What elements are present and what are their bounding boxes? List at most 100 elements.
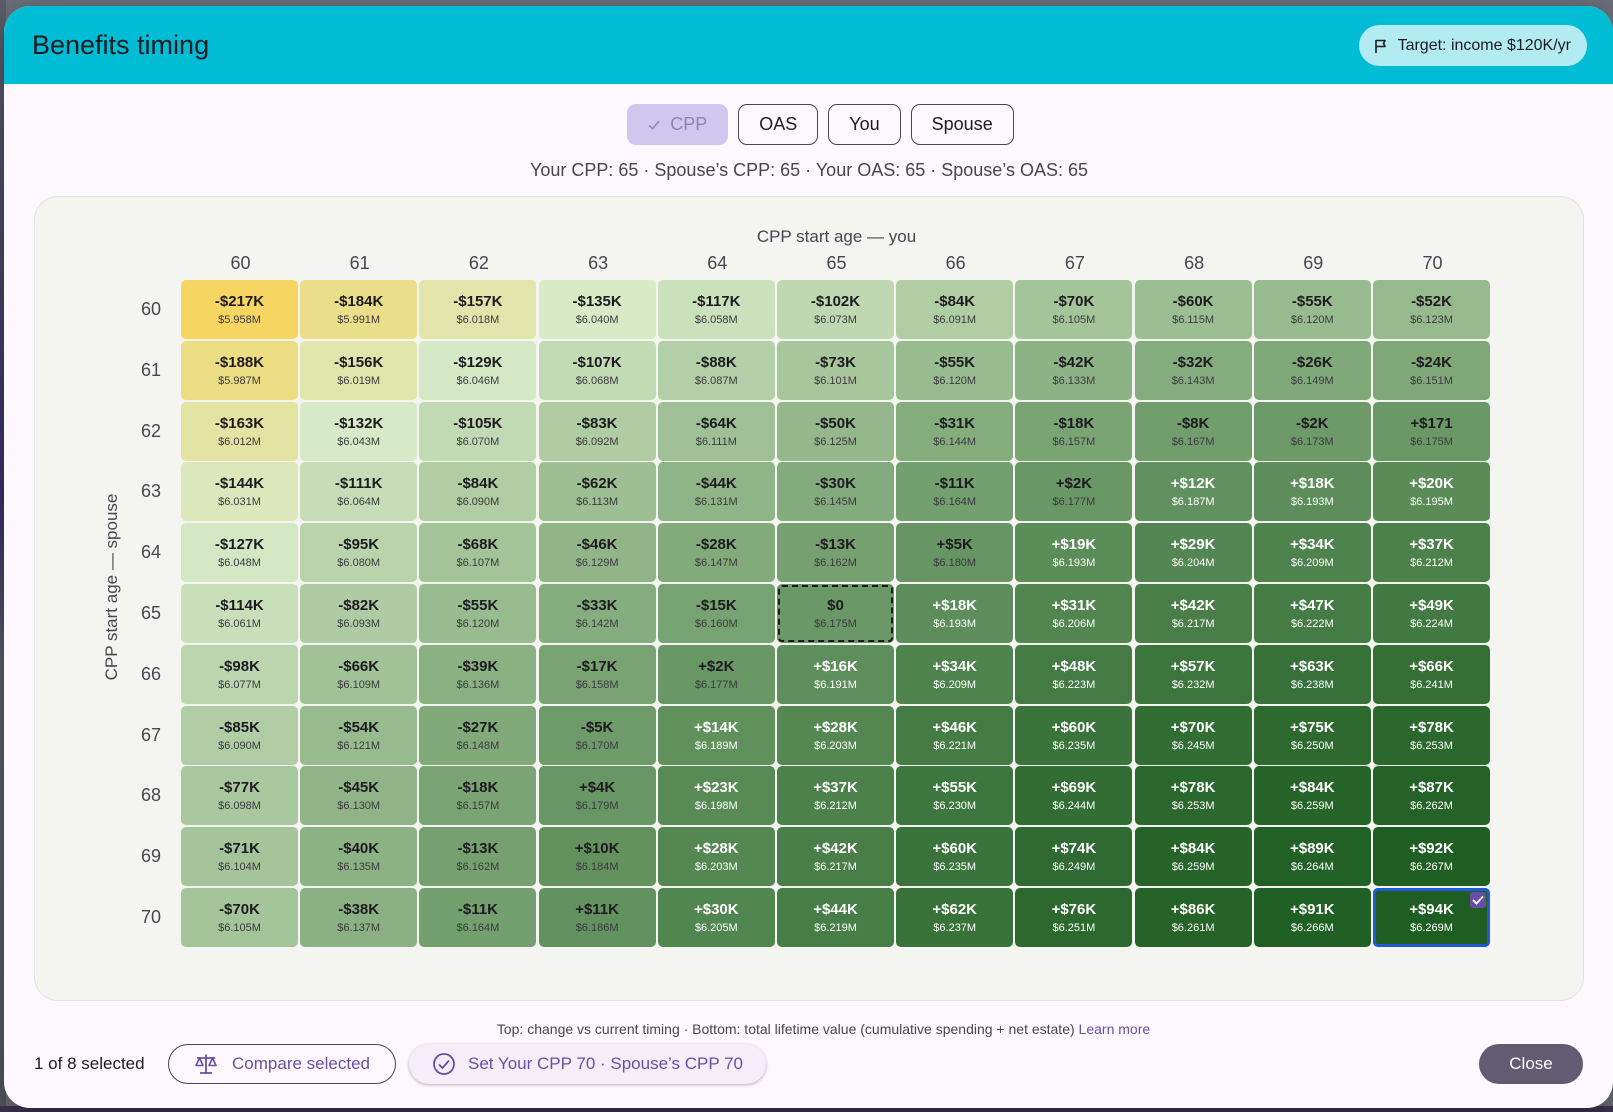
- heatmap-cell[interactable]: +$92K $6.267M: [1373, 827, 1490, 887]
- heatmap-cell[interactable]: -$18K $6.157M: [419, 766, 537, 826]
- heatmap-cell[interactable]: -$11K $6.164M: [419, 888, 537, 947]
- segment-you[interactable]: You: [828, 104, 901, 145]
- heatmap-cell[interactable]: -$107K $6.068M: [538, 340, 656, 400]
- heatmap-cell[interactable]: -$83K $6.092M: [538, 401, 656, 461]
- heatmap-cell[interactable]: -$88K $6.087M: [657, 340, 775, 400]
- heatmap-cell[interactable]: +$55K $6.230M: [896, 766, 1014, 826]
- heatmap-cell[interactable]: -$102K $6.073M: [777, 280, 894, 339]
- heatmap-cell[interactable]: +$62K $6.237M: [896, 888, 1014, 947]
- heatmap-cell[interactable]: -$8K $6.167M: [1134, 401, 1252, 461]
- segment-oas[interactable]: OAS: [738, 104, 819, 145]
- heatmap-cell[interactable]: -$117K $6.058M: [657, 280, 775, 339]
- heatmap-cell[interactable]: +$12K $6.187M: [1134, 462, 1252, 522]
- heatmap-cell[interactable]: -$73K $6.101M: [777, 340, 894, 400]
- heatmap-cell[interactable]: -$111K $6.064M: [300, 462, 418, 522]
- heatmap-cell[interactable]: -$84K $6.091M: [896, 280, 1014, 339]
- heatmap-cell[interactable]: +$78K $6.253M: [1373, 705, 1490, 765]
- heatmap-cell[interactable]: -$77K $6.098M: [181, 766, 298, 826]
- heatmap-cell[interactable]: +$2K $6.177M: [657, 644, 775, 704]
- heatmap-cell[interactable]: -$82K $6.093M: [300, 584, 418, 643]
- close-button[interactable]: Close: [1479, 1044, 1583, 1084]
- heatmap-cell[interactable]: -$129K $6.046M: [419, 340, 537, 400]
- heatmap-cell[interactable]: +$78K $6.253M: [1134, 766, 1252, 826]
- heatmap-cell[interactable]: +$60K $6.235M: [1015, 705, 1133, 765]
- heatmap-cell[interactable]: -$144K $6.031M: [181, 462, 298, 522]
- heatmap-cell[interactable]: +$171 $6.175M: [1373, 401, 1490, 461]
- heatmap-cell[interactable]: -$46K $6.129M: [538, 523, 656, 583]
- heatmap-cell[interactable]: -$135K $6.040M: [538, 280, 656, 339]
- set-timing-button[interactable]: Set Your CPP 70 · Spouse’s CPP 70: [409, 1044, 766, 1084]
- heatmap-cell[interactable]: +$19K $6.193M: [1015, 523, 1133, 583]
- heatmap-cell[interactable]: -$64K $6.111M: [657, 401, 775, 461]
- heatmap-cell[interactable]: +$86K $6.261M: [1134, 888, 1252, 947]
- heatmap-cell[interactable]: -$28K $6.147M: [657, 523, 775, 583]
- heatmap-cell[interactable]: -$13K $6.162M: [777, 523, 894, 583]
- heatmap-cell[interactable]: +$34K $6.209M: [896, 644, 1014, 704]
- heatmap-cell[interactable]: +$42K $6.217M: [777, 827, 894, 887]
- heatmap-cell[interactable]: +$49K $6.224M: [1373, 584, 1490, 643]
- heatmap-cell[interactable]: +$20K $6.195M: [1373, 462, 1490, 522]
- heatmap-cell[interactable]: -$127K $6.048M: [181, 523, 298, 583]
- heatmap-cell[interactable]: -$17K $6.158M: [538, 644, 656, 704]
- heatmap-cell[interactable]: +$2K $6.177M: [1015, 462, 1133, 522]
- heatmap-cell[interactable]: +$29K $6.204M: [1134, 523, 1252, 583]
- heatmap-cell[interactable]: +$34K $6.209M: [1253, 523, 1371, 583]
- heatmap-cell[interactable]: +$70K $6.245M: [1134, 705, 1252, 765]
- heatmap-cell[interactable]: -$2K $6.173M: [1253, 401, 1371, 461]
- heatmap-cell[interactable]: +$10K $6.184M: [538, 827, 656, 887]
- heatmap-cell[interactable]: +$84K $6.259M: [1253, 766, 1371, 826]
- heatmap-cell[interactable]: +$18K $6.193M: [896, 584, 1014, 643]
- heatmap-cell[interactable]: +$60K $6.235M: [896, 827, 1014, 887]
- heatmap-cell[interactable]: -$105K $6.070M: [419, 401, 537, 461]
- heatmap-cell[interactable]: -$24K $6.151M: [1373, 340, 1490, 400]
- heatmap-cell[interactable]: -$70K $6.105M: [1015, 280, 1133, 339]
- heatmap-cell-selected[interactable]: +$94K $6.269M: [1373, 888, 1490, 947]
- heatmap-cell-current[interactable]: $0 $6.175M: [777, 584, 894, 643]
- heatmap-cell[interactable]: -$68K $6.107M: [419, 523, 537, 583]
- heatmap-cell[interactable]: +$28K $6.203M: [777, 705, 894, 765]
- heatmap-cell[interactable]: +$37K $6.212M: [1373, 523, 1490, 583]
- heatmap-cell[interactable]: +$31K $6.206M: [1015, 584, 1133, 643]
- heatmap-cell[interactable]: -$45K $6.130M: [300, 766, 418, 826]
- heatmap-cell[interactable]: +$87K $6.262M: [1373, 766, 1490, 826]
- heatmap-cell[interactable]: +$84K $6.259M: [1134, 827, 1252, 887]
- heatmap-cell[interactable]: +$14K $6.189M: [657, 705, 775, 765]
- heatmap-cell[interactable]: -$156K $6.019M: [300, 340, 418, 400]
- heatmap-cell[interactable]: -$184K $5.991M: [300, 280, 418, 339]
- heatmap-cell[interactable]: -$39K $6.136M: [419, 644, 537, 704]
- heatmap-cell[interactable]: -$38K $6.137M: [300, 888, 418, 947]
- heatmap-cell[interactable]: -$71K $6.104M: [181, 827, 298, 887]
- heatmap-cell[interactable]: +$75K $6.250M: [1253, 705, 1371, 765]
- segment-spouse[interactable]: Spouse: [910, 104, 1014, 145]
- heatmap-cell[interactable]: -$55K $6.120M: [419, 584, 537, 643]
- heatmap-cell[interactable]: +$69K $6.244M: [1015, 766, 1133, 826]
- heatmap-cell[interactable]: -$157K $6.018M: [419, 280, 537, 339]
- heatmap-cell[interactable]: -$95K $6.080M: [300, 523, 418, 583]
- heatmap-cell[interactable]: -$31K $6.144M: [896, 401, 1014, 461]
- heatmap-cell[interactable]: +$16K $6.191M: [777, 644, 894, 704]
- heatmap-cell[interactable]: +$11K $6.186M: [538, 888, 656, 947]
- heatmap-cell[interactable]: +$30K $6.205M: [657, 888, 775, 947]
- learn-more-link[interactable]: Learn more: [1078, 1021, 1151, 1037]
- heatmap-cell[interactable]: +$28K $6.203M: [657, 827, 775, 887]
- heatmap-cell[interactable]: +$48K $6.223M: [1015, 644, 1133, 704]
- heatmap-cell[interactable]: +$76K $6.251M: [1015, 888, 1133, 947]
- heatmap-cell[interactable]: -$15K $6.160M: [657, 584, 775, 643]
- heatmap-cell[interactable]: +$91K $6.266M: [1253, 888, 1371, 947]
- heatmap-cell[interactable]: -$44K $6.131M: [657, 462, 775, 522]
- heatmap-cell[interactable]: -$62K $6.113M: [538, 462, 656, 522]
- heatmap-cell[interactable]: +$89K $6.264M: [1253, 827, 1371, 887]
- heatmap-cell[interactable]: -$132K $6.043M: [300, 401, 418, 461]
- heatmap-cell[interactable]: -$26K $6.149M: [1253, 340, 1371, 400]
- heatmap-cell[interactable]: +$4K $6.179M: [538, 766, 656, 826]
- heatmap-cell[interactable]: -$70K $6.105M: [181, 888, 298, 947]
- heatmap-cell[interactable]: +$57K $6.232M: [1134, 644, 1252, 704]
- heatmap-cell[interactable]: +$23K $6.198M: [657, 766, 775, 826]
- heatmap-cell[interactable]: -$27K $6.148M: [419, 705, 537, 765]
- heatmap-cell[interactable]: -$32K $6.143M: [1134, 340, 1252, 400]
- heatmap-cell[interactable]: +$5K $6.180M: [896, 523, 1014, 583]
- heatmap-cell[interactable]: -$55K $6.120M: [896, 340, 1014, 400]
- heatmap-cell[interactable]: +$63K $6.238M: [1253, 644, 1371, 704]
- heatmap-cell[interactable]: -$55K $6.120M: [1253, 280, 1371, 339]
- heatmap-cell[interactable]: -$5K $6.170M: [538, 705, 656, 765]
